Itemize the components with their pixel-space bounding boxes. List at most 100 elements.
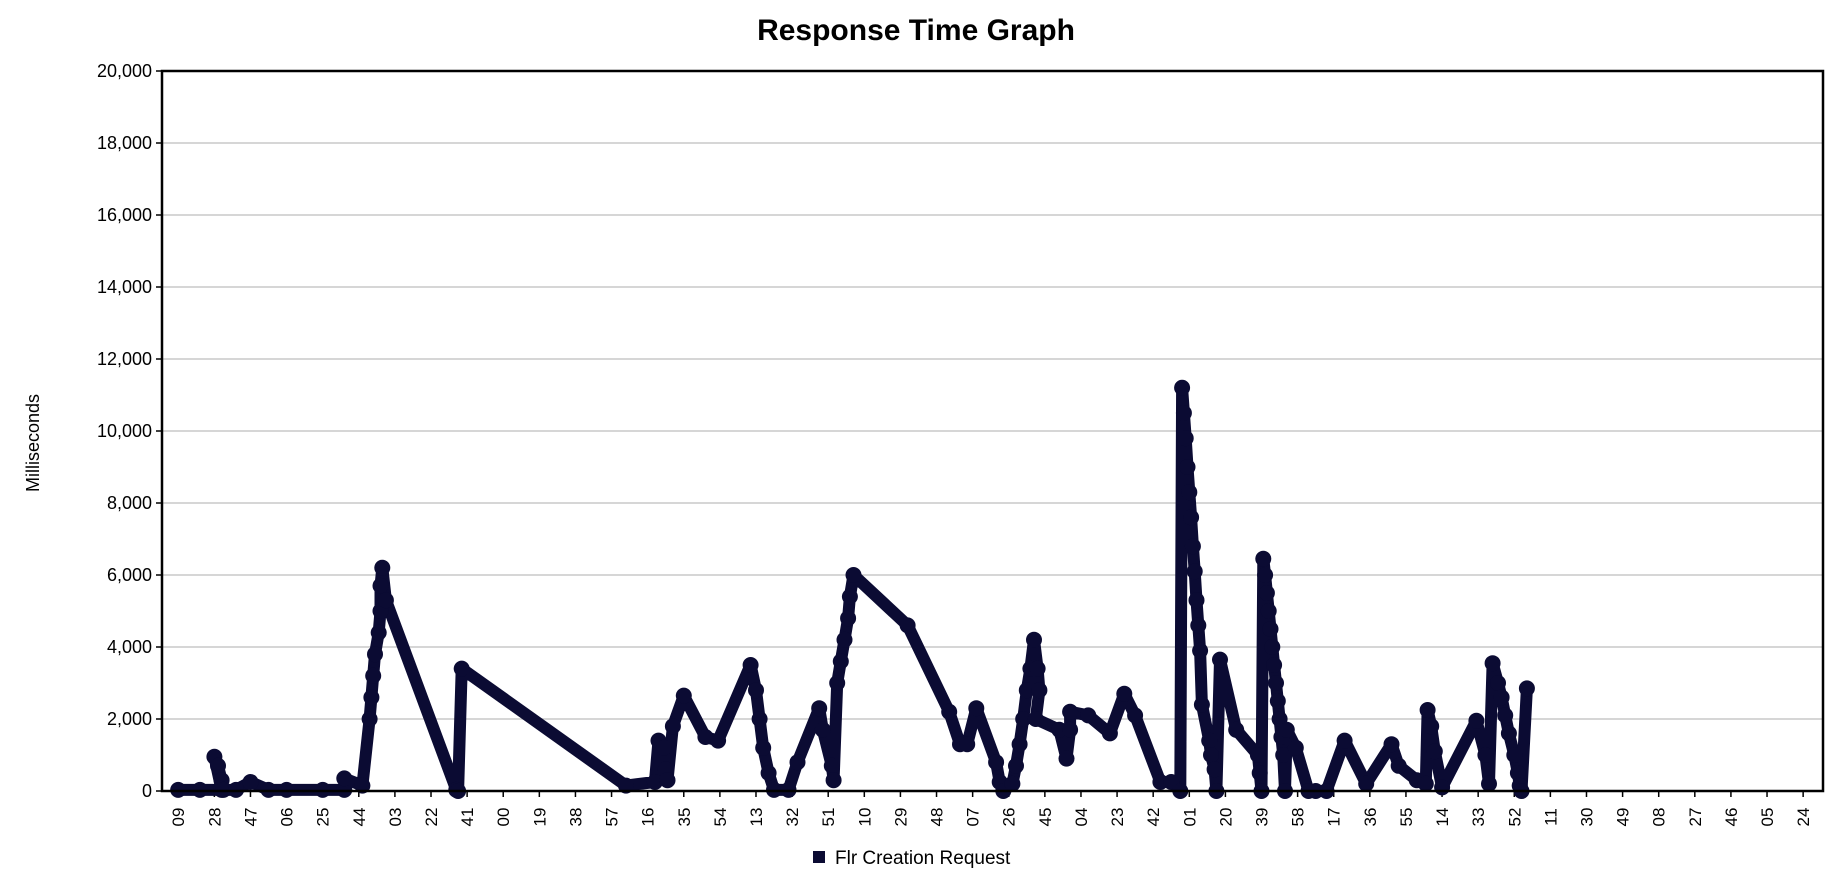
data-point: [1127, 707, 1144, 724]
data-point: [659, 772, 676, 789]
data-point: [1266, 657, 1283, 673]
x-tick-label: 01: [1180, 808, 1199, 827]
data-point: [697, 729, 714, 745]
data-point: [748, 682, 764, 699]
data-point: [1212, 651, 1228, 668]
data-point: [1201, 732, 1218, 749]
data-point: [1509, 765, 1526, 781]
data-point: [1257, 567, 1274, 583]
data-point: [941, 703, 958, 720]
x-tick-label: 17: [1325, 808, 1344, 827]
data-point: [1116, 685, 1133, 702]
x-tick-label: 39: [1253, 808, 1272, 827]
x-tick-label: 11: [1541, 808, 1560, 826]
x-tick-label: 46: [1722, 808, 1741, 827]
data-point: [832, 653, 849, 670]
data-point: [1192, 642, 1209, 659]
data-point: [1383, 736, 1400, 753]
data-point: [1262, 621, 1279, 637]
data-point: [354, 777, 371, 794]
data-point: [1287, 739, 1304, 756]
x-tick-label: 22: [422, 808, 441, 827]
data-point: [377, 592, 394, 609]
x-tick-label: 05: [1758, 808, 1777, 827]
data-point: [823, 757, 840, 774]
data-point: [1275, 747, 1292, 763]
data-point: [710, 732, 727, 749]
data-point: [1206, 761, 1223, 778]
chart-title: Response Time Graph: [757, 14, 1075, 47]
data-point: [1493, 689, 1510, 706]
data-point: [1426, 743, 1443, 760]
data-point: [1500, 725, 1517, 742]
x-tick-label: 07: [964, 808, 983, 827]
y-tick-label: 18,000: [97, 133, 152, 153]
data-point: [242, 774, 259, 790]
data-point: [1181, 484, 1198, 501]
data-point: [751, 711, 768, 727]
y-tick-label: 16,000: [97, 205, 152, 225]
x-tick-label: 06: [278, 808, 297, 827]
data-point: [841, 588, 858, 605]
x-tick-layer: 09 28 47 06 25 44 03 22 41 00 19 38 57 16 35 54 13 32 51 10…: [169, 791, 1813, 826]
data-point: [789, 754, 806, 771]
x-tick-label: 41: [458, 808, 477, 827]
data-point: [1481, 775, 1497, 792]
x-tick-label: 29: [891, 808, 910, 827]
data-point: [655, 739, 672, 756]
data-point: [1477, 747, 1494, 763]
data-point: [1423, 718, 1440, 735]
x-tick-label: 27: [1686, 808, 1705, 827]
data-point: [1027, 711, 1044, 727]
data-point: [1390, 757, 1407, 774]
x-tick-label: 51: [819, 808, 838, 827]
data-point: [1188, 592, 1205, 609]
data-point: [959, 736, 976, 753]
data-point: [618, 777, 634, 794]
x-tick-label: 26: [1000, 808, 1019, 827]
data-point: [1179, 459, 1196, 475]
data-point: [760, 765, 777, 781]
plot-frame: [160, 69, 1825, 793]
data-point: [1004, 775, 1021, 792]
x-tick-label: 54: [711, 808, 730, 827]
data-point: [825, 772, 842, 789]
data-point: [1184, 538, 1201, 555]
data-point: [453, 660, 470, 677]
data-point: [374, 559, 391, 576]
y-tick-label: 4,000: [107, 637, 152, 657]
data-point: [1260, 603, 1277, 619]
data-point: [845, 567, 862, 583]
x-tick-label: 04: [1072, 808, 1091, 827]
x-tick-label: 28: [205, 808, 224, 827]
x-tick-label: 42: [1144, 808, 1163, 827]
data-point: [1268, 675, 1284, 691]
data-point: [1228, 721, 1245, 738]
data-point: [210, 757, 226, 774]
data-point: [361, 711, 378, 727]
data-point: [1434, 779, 1451, 796]
legend-swatch: [813, 851, 825, 863]
x-tick-label: 33: [1469, 808, 1488, 827]
x-tick-label: 08: [1650, 808, 1669, 827]
x-tick-label: 24: [1794, 808, 1813, 827]
data-point: [1258, 585, 1275, 601]
data-point: [1101, 725, 1118, 742]
x-tick-label: 45: [1036, 808, 1055, 827]
data-point: [1251, 765, 1268, 781]
data-point: [1203, 747, 1219, 763]
grid-layer: [162, 142, 1823, 720]
data-point: [1175, 405, 1192, 421]
x-tick-label: 58: [1289, 808, 1308, 827]
x-tick-label: 20: [1216, 808, 1235, 827]
data-point: [829, 675, 846, 691]
data-point: [811, 700, 828, 717]
data-point: [1011, 736, 1028, 753]
data-point: [1177, 430, 1194, 447]
data-point: [1490, 675, 1506, 691]
data-point: [1018, 682, 1035, 699]
y-tick-label: 0: [142, 781, 152, 801]
x-tick-label: 10: [855, 808, 874, 827]
legend-label: Flr Creation Request: [835, 848, 1011, 869]
